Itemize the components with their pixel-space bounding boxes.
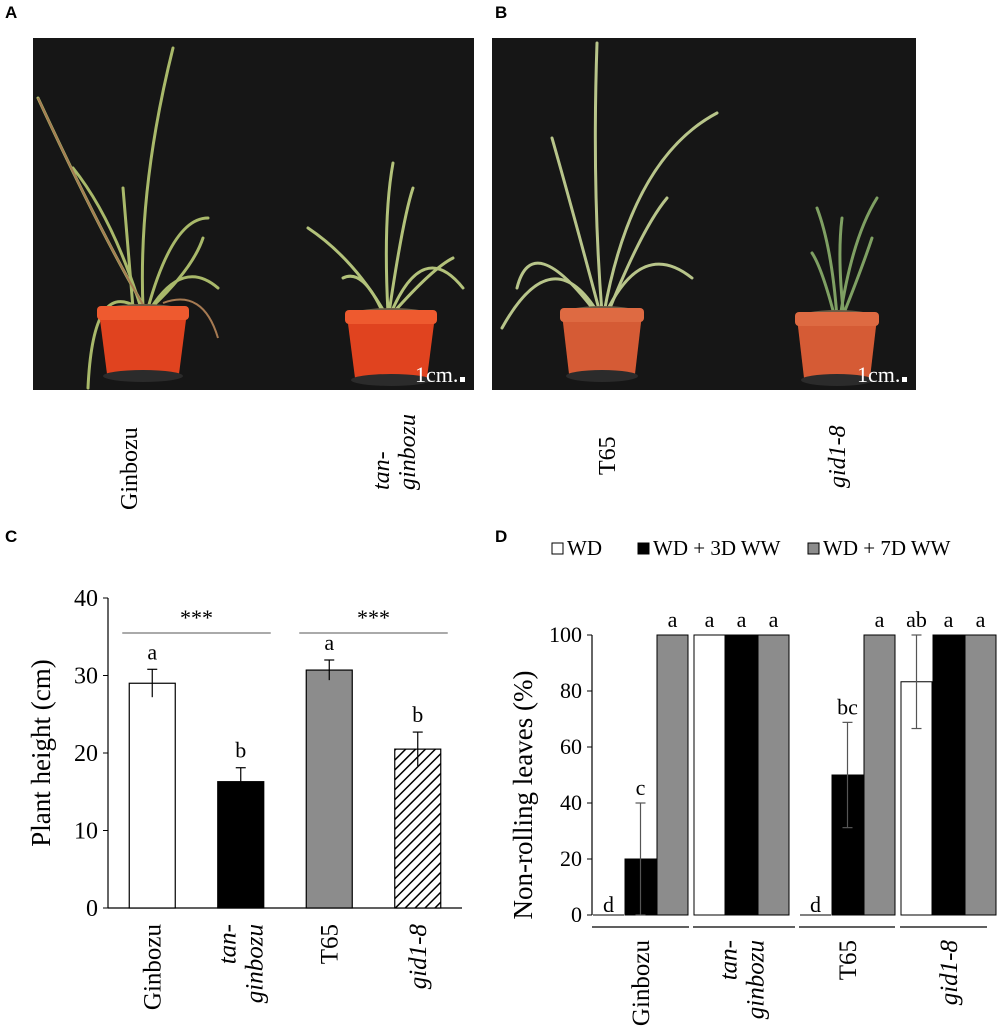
legend-swatch bbox=[807, 542, 820, 555]
legend-swatch bbox=[551, 542, 564, 555]
x-category-label: Ginbozu bbox=[139, 924, 166, 1011]
panel-letter-c: C bbox=[5, 527, 18, 546]
plant-photo-a: 1cm. bbox=[33, 38, 474, 390]
significance-letter: a bbox=[668, 607, 678, 632]
x-group-label: ginbozu bbox=[743, 940, 770, 1019]
bar bbox=[128, 682, 176, 909]
photo-label-line: tan- bbox=[369, 451, 395, 490]
significance-letter: bc bbox=[837, 694, 858, 719]
x-group-label: gid1-8 bbox=[936, 940, 963, 1006]
significance-letter: a bbox=[705, 607, 715, 632]
bar bbox=[757, 634, 790, 916]
significance-letter: d bbox=[603, 892, 614, 917]
legend-label: WD + 7D WW bbox=[823, 536, 951, 560]
panel-letter-b: B bbox=[495, 3, 508, 22]
significance-letter: d bbox=[810, 892, 821, 917]
y-tick-label: 20 bbox=[74, 741, 98, 767]
y-tick-label: 60 bbox=[560, 734, 582, 759]
x-group-label: Ginbozu bbox=[628, 940, 655, 1027]
chart-c-plant-height: 0 10 20 30 40 Plant height (cm) a Ginbozu b tan-g… bbox=[26, 586, 462, 1011]
significance-letter: b bbox=[412, 702, 423, 727]
y-tick-label: 80 bbox=[560, 678, 582, 703]
photo-label-line: Ginbozu bbox=[117, 427, 143, 510]
photo-label-line: ginbozu bbox=[395, 413, 421, 490]
plant-illustration-b bbox=[500, 41, 879, 386]
bar bbox=[656, 634, 689, 916]
scale-bar-square bbox=[460, 377, 466, 382]
significance-letter: a bbox=[324, 630, 334, 655]
panel-letter-d: D bbox=[495, 527, 508, 546]
y-tick-label: 100 bbox=[549, 622, 582, 647]
significance-letter: c bbox=[636, 775, 646, 800]
y-tick-label: 0 bbox=[86, 896, 98, 922]
legend-label: WD bbox=[567, 536, 602, 560]
significance-letter: a bbox=[737, 607, 747, 632]
photo-label-a-0: Ginbozu bbox=[117, 427, 143, 510]
plant-photo-b: 1cm. bbox=[492, 38, 916, 390]
photo-label-b-1: gid1-8 bbox=[825, 425, 851, 488]
pot-b-left bbox=[560, 306, 644, 382]
significance-letter: ab bbox=[906, 607, 927, 632]
pot-a-left bbox=[97, 304, 189, 382]
legend-swatch bbox=[637, 542, 650, 555]
significance-letter: a bbox=[944, 607, 954, 632]
x-category-label: T65 bbox=[316, 924, 343, 964]
significance-stars: *** bbox=[180, 605, 213, 630]
y-tick-label: 30 bbox=[74, 664, 98, 690]
bar bbox=[964, 634, 997, 916]
scale-bar-b: 1cm. bbox=[857, 362, 908, 388]
y-tick-label: 40 bbox=[560, 790, 582, 815]
bar bbox=[693, 634, 726, 916]
legend-label: WD + 3D WW bbox=[653, 536, 781, 560]
pot-a-right bbox=[345, 308, 437, 386]
x-group-label: T65 bbox=[835, 940, 862, 980]
bar bbox=[394, 748, 442, 909]
significance-stars: *** bbox=[357, 605, 390, 630]
photo-label-line: gid1-8 bbox=[825, 425, 851, 488]
y-tick-label: 10 bbox=[74, 819, 98, 845]
photo-label-a-1: tan-ginbozu bbox=[369, 414, 421, 490]
significance-letter: a bbox=[769, 607, 779, 632]
significance-letter: a bbox=[875, 607, 885, 632]
x-group-label: tan- bbox=[716, 940, 743, 980]
y-tick-label: 40 bbox=[74, 586, 98, 612]
significance-letter: a bbox=[976, 607, 986, 632]
pot-b-right bbox=[795, 310, 879, 386]
panel-letter-a: A bbox=[5, 3, 18, 22]
bar bbox=[932, 634, 965, 916]
photo-label-b-0: T65 bbox=[595, 436, 621, 475]
bar bbox=[725, 634, 758, 916]
significance-letter: a bbox=[147, 639, 157, 664]
scale-bar-a: 1cm. bbox=[415, 362, 466, 388]
x-category-label: gid1-8 bbox=[405, 924, 432, 990]
y-axis-label: Plant height (cm) bbox=[26, 659, 56, 846]
plant-illustration-a bbox=[36, 46, 465, 390]
scale-bar-square bbox=[902, 377, 908, 382]
y-axis-label: Non-rolling leaves (%) bbox=[508, 671, 538, 920]
x-category-label: tan- bbox=[214, 924, 241, 964]
significance-letter: b bbox=[235, 738, 246, 763]
bar bbox=[217, 781, 265, 909]
photo-label-line: T65 bbox=[595, 436, 621, 475]
bar bbox=[305, 669, 353, 909]
y-tick-label: 0 bbox=[571, 902, 582, 927]
bar bbox=[863, 634, 896, 916]
x-category-label: ginbozu bbox=[241, 924, 268, 1003]
chart-d-non-rolling-leaves: WD WD + 3D WW WD + 7D WW 0 20 40 60 80 100 Non-ro… bbox=[508, 536, 997, 1027]
y-tick-label: 20 bbox=[560, 846, 582, 871]
